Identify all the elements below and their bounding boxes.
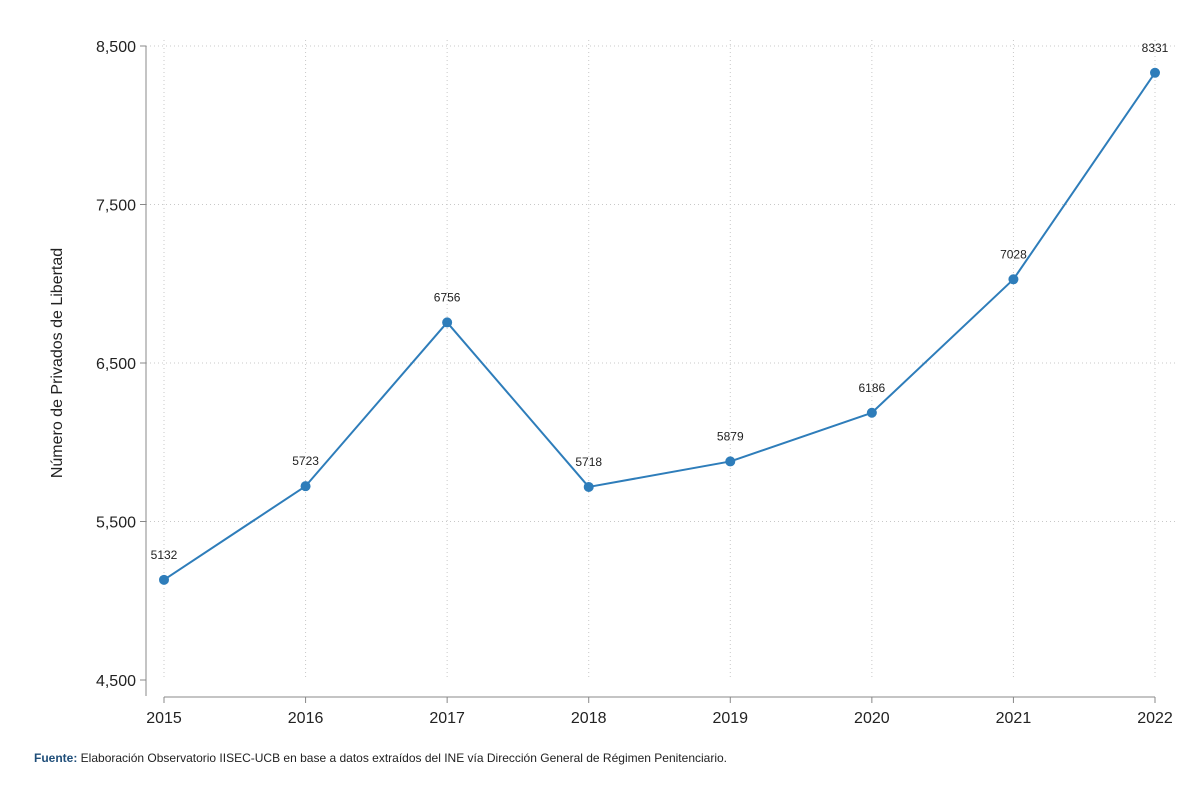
y-axis-title: Número de Privados de Libertad xyxy=(49,248,66,478)
series-line xyxy=(163,72,1156,581)
data-label: 5132 xyxy=(151,548,178,562)
data-label: 6756 xyxy=(434,290,461,304)
data-label: 5723 xyxy=(292,454,319,468)
data-point xyxy=(1150,67,1160,78)
x-tick-label: 2017 xyxy=(429,710,465,727)
grid-lines xyxy=(146,40,1175,680)
y-tick-label: 7,500 xyxy=(96,198,136,215)
data-point xyxy=(866,407,877,418)
x-tick-label: 2018 xyxy=(571,710,607,727)
series-polyline xyxy=(163,72,1156,581)
x-tick-label: 2021 xyxy=(996,710,1032,727)
data-point xyxy=(583,481,594,492)
data-point xyxy=(159,574,169,585)
x-tick-label: 2022 xyxy=(1137,710,1173,727)
y-tick-label: 5,500 xyxy=(96,515,136,532)
x-tick-label: 2020 xyxy=(854,710,890,727)
x-tick-label: 2015 xyxy=(146,710,182,727)
data-label: 6186 xyxy=(859,381,886,395)
y-tick-label: 6,500 xyxy=(96,356,136,373)
data-label: 7028 xyxy=(1000,247,1027,261)
data-label: 8331 xyxy=(1142,41,1169,55)
source-text: Elaboración Observatorio IISEC-UCB en ba… xyxy=(77,751,728,765)
axes xyxy=(140,45,1156,703)
y-tick-label: 8,500 xyxy=(96,39,136,56)
data-point xyxy=(442,317,453,328)
data-point xyxy=(725,456,736,467)
x-tick-labels: 2015 2016 2017 2018 2019 2020 2021 2022 xyxy=(146,710,1173,727)
data-point xyxy=(1008,274,1019,285)
source-note: Fuente: Elaboración Observatorio IISEC-U… xyxy=(34,751,727,765)
data-labels: 5132 5723 6756 5718 5879 6186 7028 8331 xyxy=(151,41,1169,562)
x-tick-label: 2016 xyxy=(288,710,324,727)
x-tick-label: 2019 xyxy=(712,710,748,727)
data-points xyxy=(159,67,1160,585)
data-point xyxy=(300,481,311,492)
y-tick-label: 4,500 xyxy=(96,673,136,690)
data-label: 5718 xyxy=(575,455,602,469)
source-label: Fuente: xyxy=(34,751,78,765)
data-label: 5879 xyxy=(717,429,744,443)
y-tick-labels: 4,500 5,500 6,500 7,500 8,500 xyxy=(96,39,136,690)
